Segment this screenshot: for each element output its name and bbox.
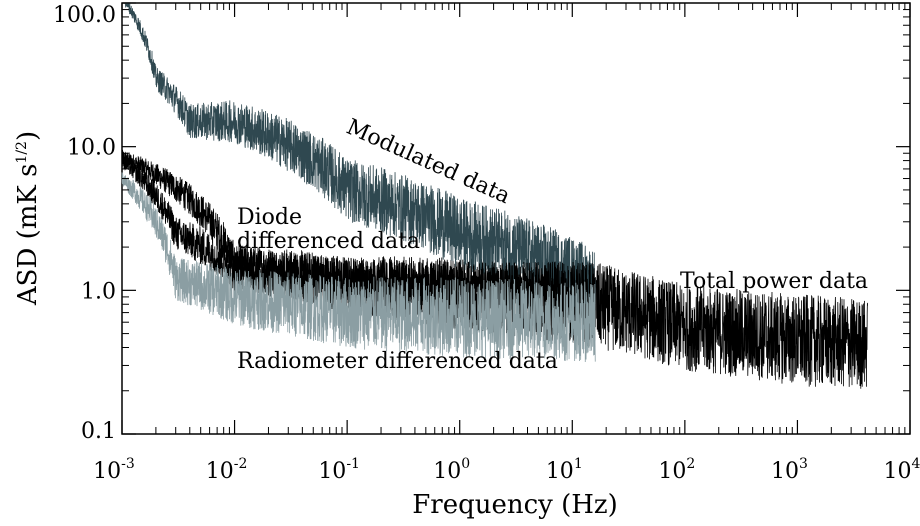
series-line	[121, 154, 596, 320]
series-line	[122, 2, 596, 319]
y-tick-label: 100.0	[53, 3, 116, 28]
y-tick-label: 10.0	[67, 136, 116, 161]
series-line	[121, 172, 596, 363]
tick-layer: 10-3 10-2 10-1 100 101 102 103 104 0.1 1.0 10.0 100…	[53, 2, 920, 484]
annotation-diode-line2: differenced data	[237, 229, 420, 254]
y-axis-title: ASD (mK s1/2)	[13, 131, 43, 306]
x-tick-label: 103	[771, 456, 808, 484]
x-tick-label: 10-1	[318, 456, 360, 484]
x-axis-title: Frequency (Hz)	[412, 490, 618, 520]
y-tick-label: 0.1	[81, 419, 116, 444]
x-tick-label: 104	[884, 456, 920, 484]
series-layer	[121, 2, 868, 389]
annotation-total-power: Total power data	[680, 269, 868, 294]
annotation-radiometer: Radiometer differenced data	[237, 349, 558, 374]
x-tick-label: 101	[546, 456, 583, 484]
y-tick-label: 1.0	[81, 279, 116, 304]
plot-frame	[121, 2, 911, 435]
x-tick-label: 100	[433, 456, 470, 484]
x-tick-label: 10-2	[206, 456, 248, 484]
x-tick-label: 102	[658, 456, 695, 484]
annotation-diode-line1: Diode	[237, 205, 302, 230]
x-tick-label: 10-3	[93, 456, 135, 484]
